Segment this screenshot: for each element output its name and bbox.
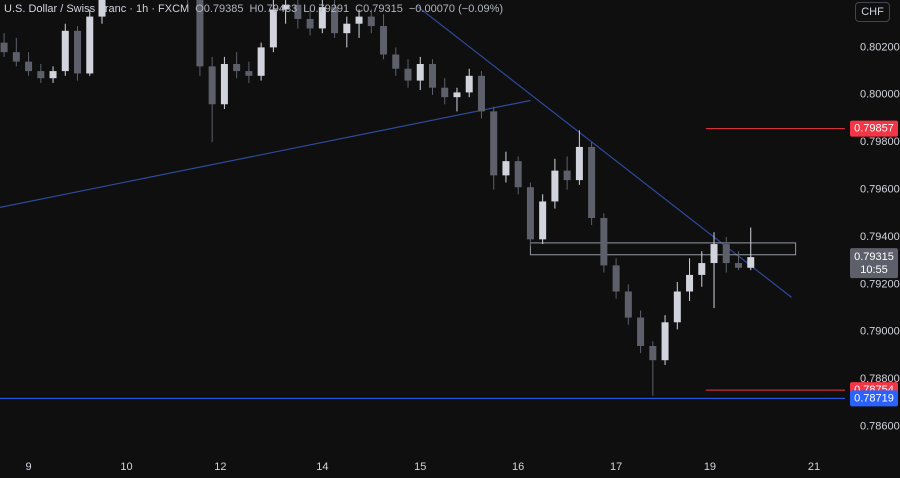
y-tick-label: 0.79000 xyxy=(860,326,900,338)
countdown: 10:55 xyxy=(860,264,888,276)
currency-button[interactable]: CHF xyxy=(855,2,890,22)
y-tick-label: 0.80200 xyxy=(860,41,900,53)
ohlc-high: H0.79433 xyxy=(249,3,298,15)
candle-body xyxy=(269,9,277,48)
candle-body xyxy=(600,218,608,266)
candle-body xyxy=(37,71,45,79)
y-tick-label: 0.79400 xyxy=(860,231,900,243)
candle-body xyxy=(355,16,363,24)
candle-body xyxy=(0,42,8,53)
candle-body xyxy=(722,244,730,264)
zone-box xyxy=(529,242,797,256)
candle-body xyxy=(61,30,69,72)
price-axis: 0.80200 0.80000 0.79800 0.79600 0.79400 0.792… xyxy=(850,41,900,432)
x-tick-label: 12 xyxy=(214,461,226,473)
x-tick-label: 15 xyxy=(414,461,426,473)
candle-body xyxy=(588,146,596,219)
candle-body xyxy=(196,0,204,67)
x-tick-label: 10 xyxy=(120,461,132,473)
candle-body xyxy=(220,63,228,105)
candle-body xyxy=(624,291,632,318)
candle-body xyxy=(380,26,388,55)
candle-body xyxy=(698,263,706,275)
y-tick-label: 0.78600 xyxy=(860,420,900,432)
current-price-label: 0.79315 xyxy=(854,251,894,263)
x-tick-label: 14 xyxy=(316,461,328,473)
candle-body xyxy=(661,322,669,361)
candle-body xyxy=(98,0,106,17)
candle-body xyxy=(416,63,424,81)
x-tick-label: 21 xyxy=(808,461,820,473)
y-tick-label: 0.80000 xyxy=(860,89,900,101)
candle-body xyxy=(367,16,375,27)
x-tick-label: 19 xyxy=(704,461,716,473)
candle-body xyxy=(747,257,755,268)
candle-body xyxy=(575,146,583,181)
candle-body xyxy=(428,63,436,88)
candle-body xyxy=(208,66,216,105)
candle-body xyxy=(86,16,94,74)
candle-body xyxy=(551,170,559,202)
level-label: 0.79857 xyxy=(854,123,894,135)
ohlc-open: O0.79385 xyxy=(195,3,244,15)
candle-body xyxy=(490,111,498,176)
candle-body xyxy=(514,161,522,188)
header: U.S. Dollar / Swiss Franc · 1h · FXCM O0… xyxy=(4,3,503,15)
candle-body xyxy=(502,161,510,176)
y-tick-label: 0.79200 xyxy=(860,278,900,290)
level-label: 0.78719 xyxy=(854,392,894,404)
y-tick-label: 0.79800 xyxy=(860,136,900,148)
ohlc-change: −0.00070 (−0.09%) xyxy=(408,3,504,15)
candle-body xyxy=(74,30,82,74)
candle-body xyxy=(477,75,485,112)
candle-body xyxy=(539,201,547,240)
candle-body xyxy=(735,263,743,268)
candle-body xyxy=(25,61,33,72)
candle-body xyxy=(404,68,412,81)
level-label-box xyxy=(850,390,898,407)
trendline xyxy=(0,99,531,208)
candle-body xyxy=(306,18,314,29)
candle-body xyxy=(294,4,302,19)
candle-body xyxy=(392,54,400,69)
x-tick-label: 16 xyxy=(512,461,524,473)
level-label-box xyxy=(850,120,898,137)
candle-body xyxy=(49,71,57,79)
x-tick-label: 9 xyxy=(25,461,31,473)
candle-body xyxy=(465,75,473,93)
symbol-title: U.S. Dollar / Swiss Franc · 1h · FXCM xyxy=(4,3,190,15)
candle-body xyxy=(710,244,718,264)
candle-body xyxy=(649,345,657,361)
candle-body xyxy=(673,291,681,323)
y-tick-label: 0.79600 xyxy=(860,183,900,195)
candle-body xyxy=(245,71,253,76)
candle-body xyxy=(257,47,265,76)
current-price-box xyxy=(850,248,898,279)
ohlc-low: L0.79291 xyxy=(303,3,350,15)
candle-body xyxy=(453,92,461,98)
candle-body xyxy=(637,317,645,346)
candle-body xyxy=(441,87,449,98)
plot-area xyxy=(0,0,845,399)
candle-body xyxy=(282,4,290,10)
ohlc-close: C0.79315 xyxy=(355,3,403,15)
candle-body xyxy=(343,23,351,34)
candle-body xyxy=(563,170,571,181)
candle-body xyxy=(612,265,620,292)
x-tick-label: 17 xyxy=(610,461,622,473)
candle-body xyxy=(331,7,339,34)
candle-body xyxy=(233,63,241,72)
candle-body xyxy=(526,187,534,240)
candle-body xyxy=(12,52,20,62)
candle-body xyxy=(686,274,694,292)
candle-body xyxy=(318,7,326,29)
